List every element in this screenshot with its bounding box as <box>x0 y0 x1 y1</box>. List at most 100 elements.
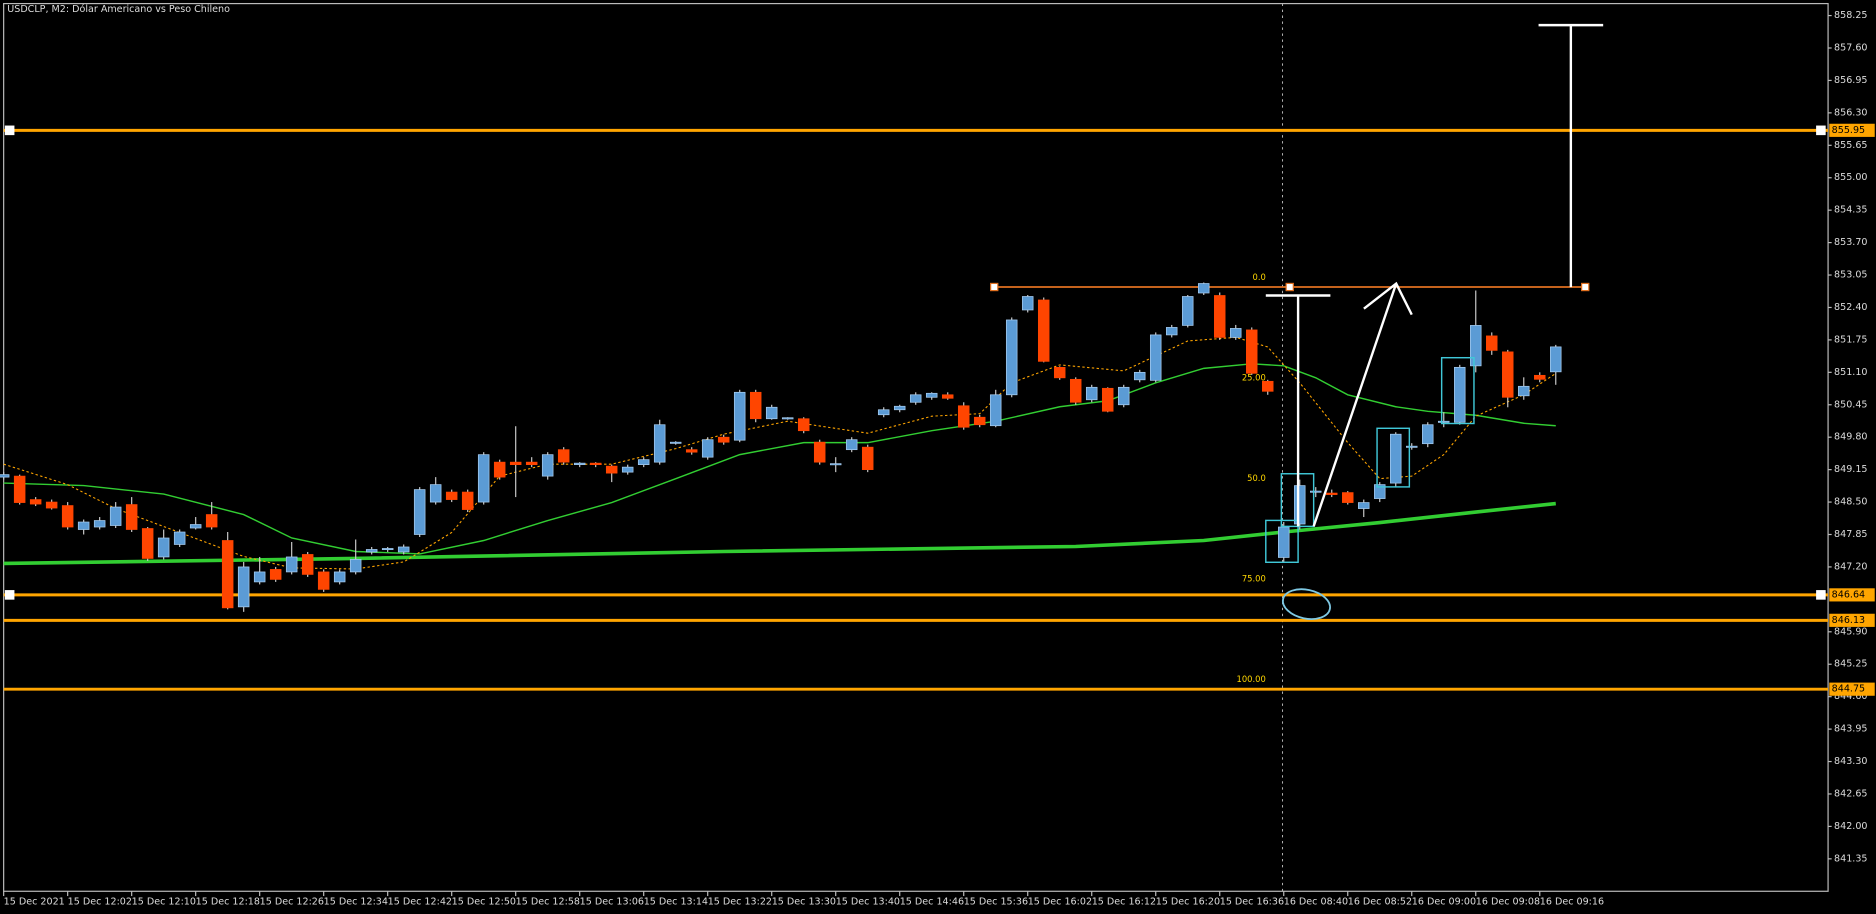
x-tick-label: 15 Dec 16:02 <box>1028 897 1092 908</box>
x-tick-label: 16 Dec 08:40 <box>1284 897 1348 908</box>
candle-body <box>637 459 650 466</box>
line-handle <box>1816 125 1826 136</box>
annotations <box>1265 23 1604 620</box>
candle-body <box>269 569 282 580</box>
y-tick-label: 847.20 <box>1834 561 1867 572</box>
candle-body <box>1229 328 1242 338</box>
y-tick-label: 853.70 <box>1834 237 1867 248</box>
x-tick-label: 15 Dec 16:12 <box>1092 897 1156 908</box>
candle-body <box>605 465 618 474</box>
y-tick-label: 845.90 <box>1834 626 1867 637</box>
level-label: 846.13 <box>1832 615 1865 626</box>
candle-body <box>1374 484 1386 499</box>
candle-body <box>141 528 154 559</box>
candle-body <box>733 391 746 441</box>
candle-body <box>1454 366 1466 423</box>
x-tick-label: 15 Dec 13:40 <box>836 897 900 908</box>
candle-body <box>1342 492 1354 503</box>
x-tick-label: 15 Dec 15:36 <box>964 897 1028 908</box>
x-tick-label: 15 Dec 13:06 <box>580 897 644 908</box>
level-label-box <box>1829 682 1875 696</box>
marks: 858.25 857.60 856.95 856.30 855.65 855.00 854.… <box>0 10 1875 908</box>
candle-body <box>1245 329 1258 374</box>
candle-body <box>1438 420 1450 423</box>
candle-body <box>1390 433 1402 484</box>
candle-body <box>1197 283 1210 294</box>
y-tick-label: 852.40 <box>1834 302 1867 313</box>
candle-body <box>253 571 266 583</box>
candle-body <box>1406 445 1418 448</box>
candle-body <box>1470 325 1482 367</box>
candle-body <box>1133 371 1146 381</box>
candle-body <box>1117 386 1130 406</box>
candle-body <box>1005 319 1018 396</box>
candle-body <box>909 394 922 403</box>
fib-label: 50.0 <box>1247 473 1266 483</box>
candle-body <box>365 549 378 553</box>
y-tick-label: 855.65 <box>1834 140 1867 151</box>
candle-body <box>877 409 890 416</box>
x-tick-label: 16 Dec 08:52 <box>1348 897 1412 908</box>
candle-body <box>205 514 218 528</box>
candle-body <box>1518 385 1530 397</box>
candle-body <box>557 449 570 463</box>
candle-body <box>621 466 634 473</box>
x-tick-label: 15 Dec 12:10 <box>132 897 196 908</box>
candle-body <box>541 454 554 477</box>
candle-body <box>573 462 586 466</box>
candle-body <box>1165 327 1178 336</box>
candle-body <box>13 475 26 503</box>
candle-body <box>1149 334 1162 381</box>
candle-body <box>493 461 506 478</box>
fib-label: 75.00 <box>1242 573 1266 583</box>
fib-handle <box>1581 282 1590 292</box>
candle-body <box>1310 490 1322 493</box>
candle-body <box>797 418 810 432</box>
candle-body <box>1326 492 1338 495</box>
x-tick-label: 15 Dec 2021 <box>4 897 65 908</box>
candle-body <box>45 501 58 509</box>
candle-body <box>61 505 74 528</box>
candle-body <box>477 454 490 503</box>
y-tick-label: 858.25 <box>1834 10 1867 21</box>
x-tick-label: 15 Dec 16:20 <box>1156 897 1220 908</box>
fib-handle <box>990 282 999 292</box>
candle-body <box>1101 387 1114 412</box>
candle-body <box>397 546 410 553</box>
candle-body <box>669 441 682 444</box>
x-tick-label: 15 Dec 12:42 <box>388 897 452 908</box>
fib-label: 100.00 <box>1237 674 1266 684</box>
candle-body <box>653 424 666 463</box>
candle-body <box>77 521 90 530</box>
candle-body <box>701 439 714 458</box>
x-tick-label: 15 Dec 13:14 <box>644 897 708 908</box>
candle-body <box>413 489 426 535</box>
candle-body <box>1422 424 1434 445</box>
line-handle <box>4 125 15 136</box>
candle-body <box>1069 378 1082 403</box>
candle-body <box>221 540 234 609</box>
candle-body <box>237 566 250 608</box>
candle-body <box>173 531 186 545</box>
candle-body <box>957 405 970 428</box>
candle-body <box>429 484 442 503</box>
y-tick-label: 848.50 <box>1834 497 1867 508</box>
candle-body <box>989 394 1002 427</box>
candle-body <box>1358 502 1370 509</box>
candle-body <box>973 416 986 426</box>
y-tick-label: 854.35 <box>1834 205 1867 216</box>
level-label: 844.75 <box>1832 684 1865 695</box>
highlight-box <box>1376 427 1411 488</box>
candle-body <box>93 520 106 528</box>
candle-body <box>1277 526 1290 558</box>
y-tick-label: 849.80 <box>1834 432 1867 443</box>
candle-body <box>1021 296 1034 311</box>
candle-body <box>685 449 698 453</box>
y-tick-label: 842.65 <box>1834 788 1867 799</box>
x-tick-label: 16 Dec 09:08 <box>1476 897 1540 908</box>
candle-body <box>509 461 522 466</box>
plot-border <box>3 2 1829 892</box>
x-tick-label: 15 Dec 13:30 <box>772 897 836 908</box>
candle-body <box>781 417 794 420</box>
